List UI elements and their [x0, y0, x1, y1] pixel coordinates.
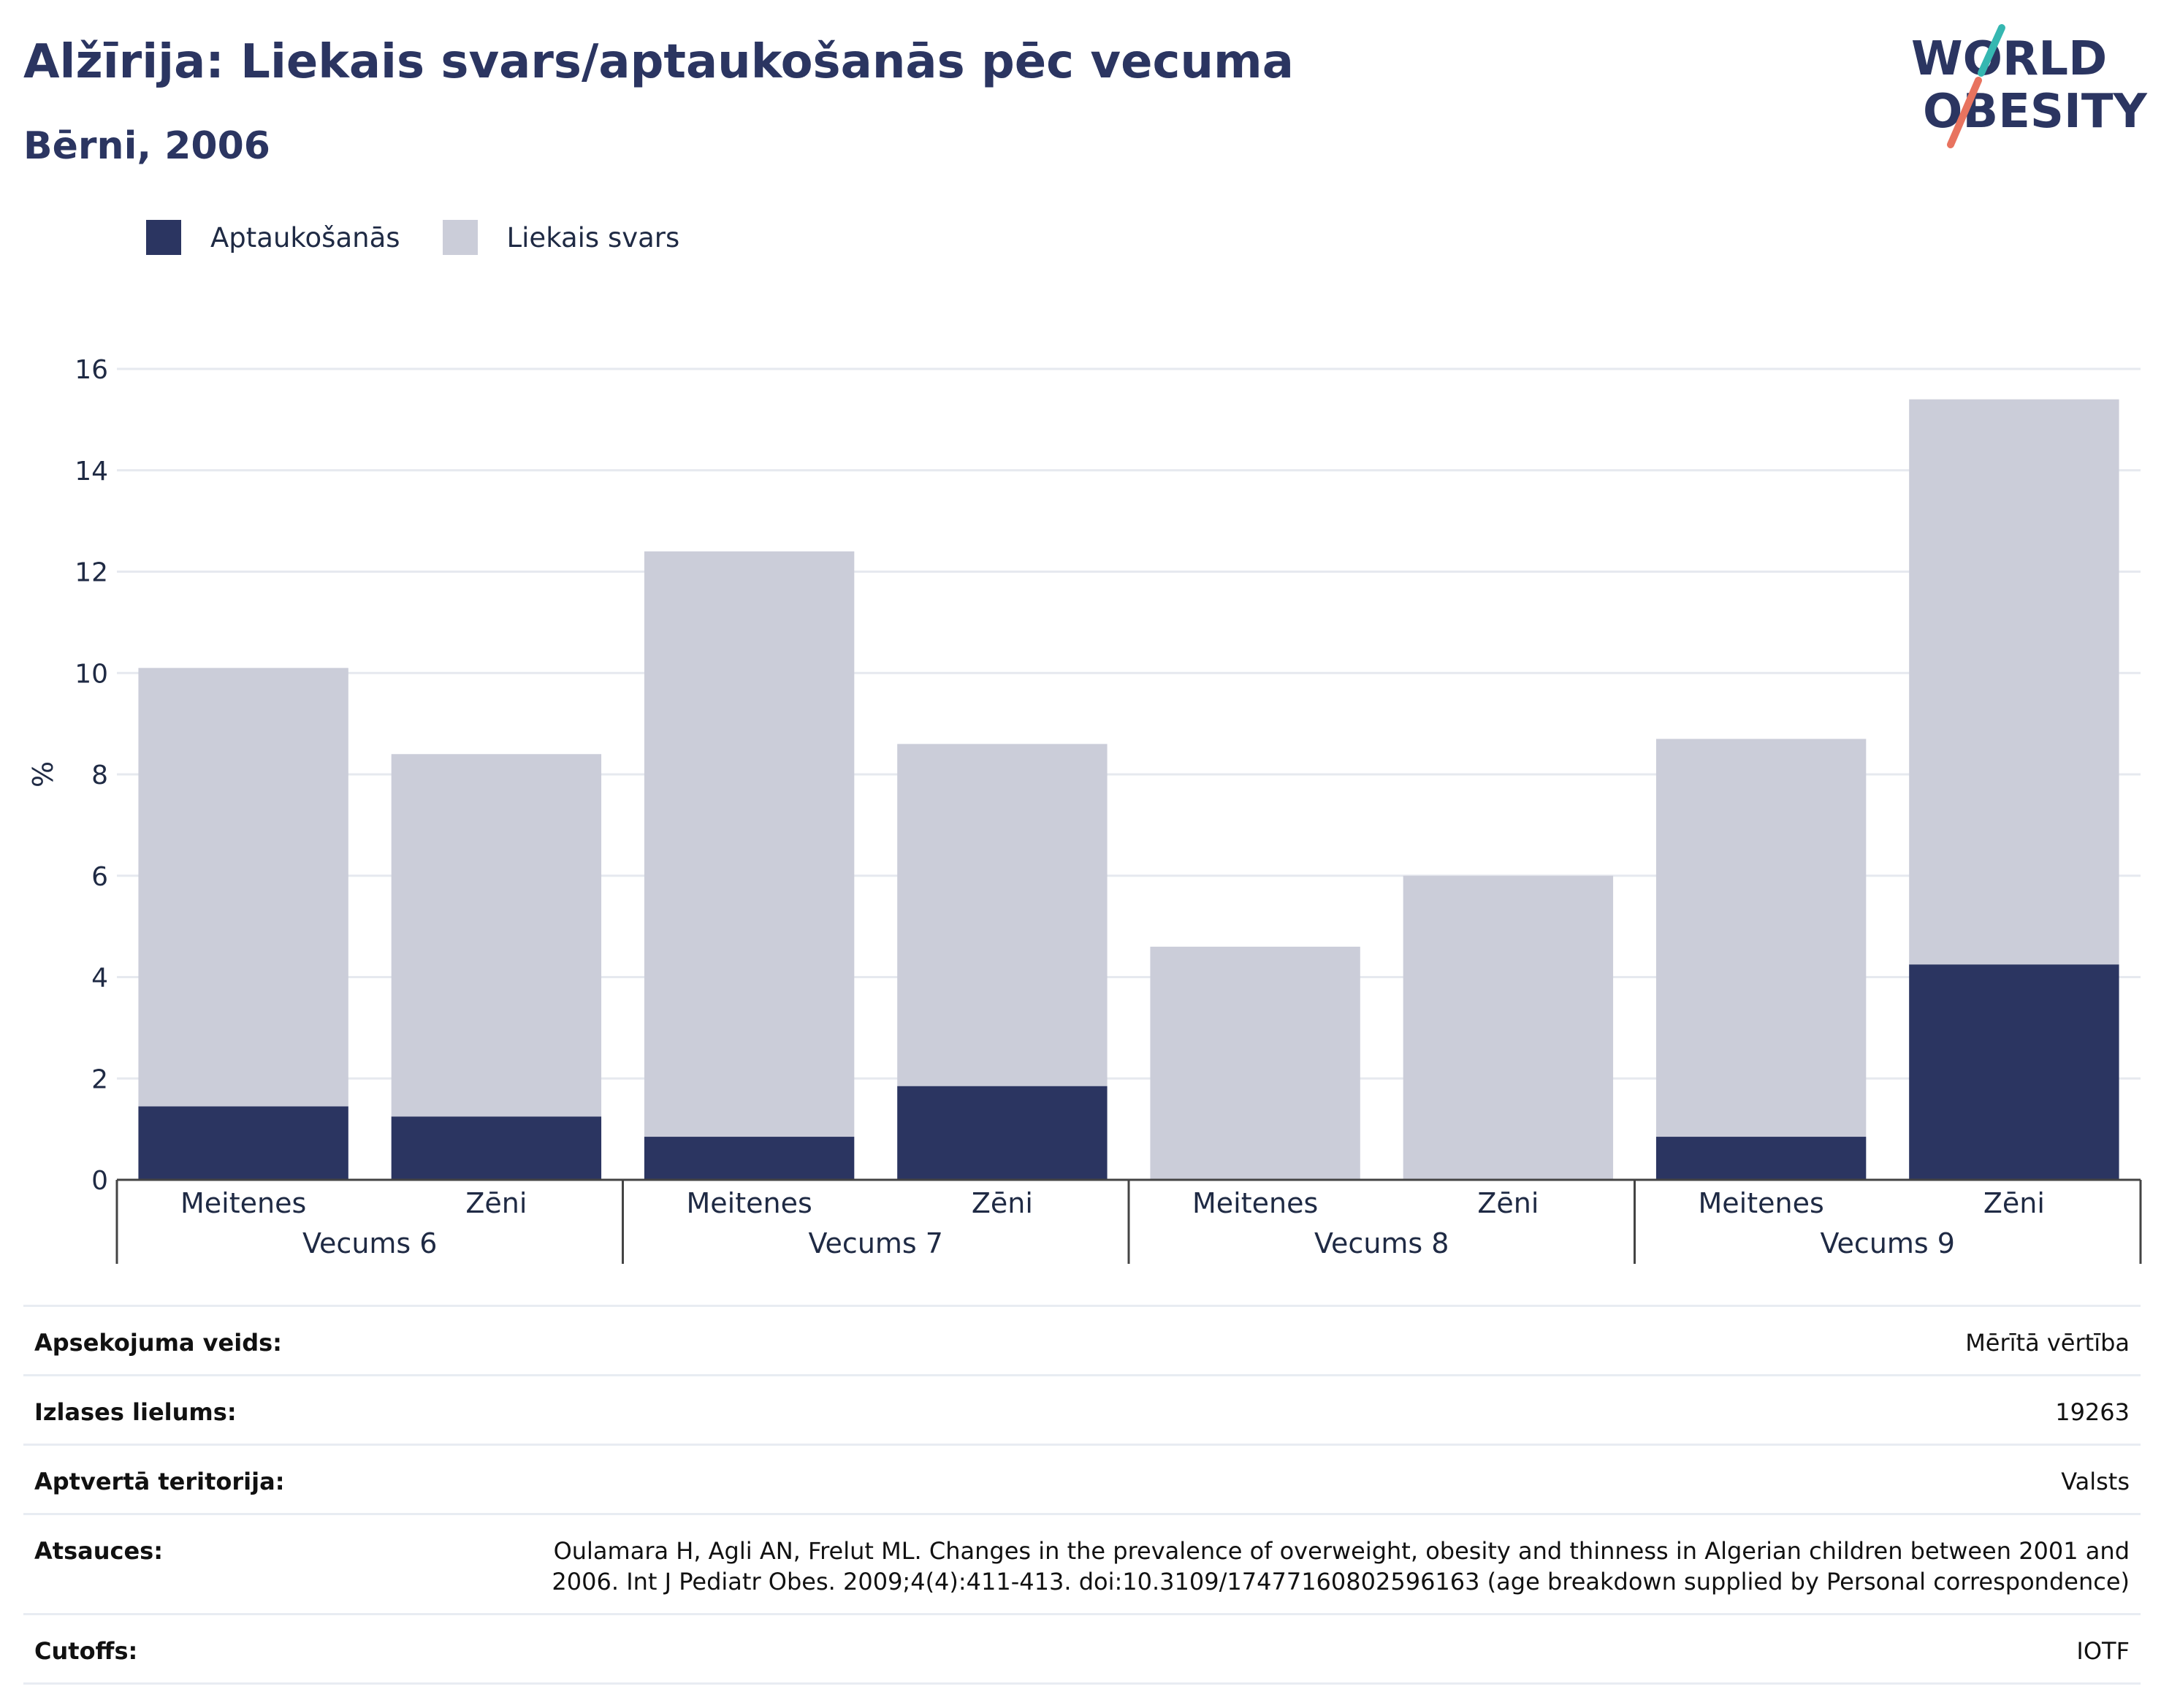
x-tick-label: Zēni: [1983, 1187, 2045, 1219]
info-label-sample-size: Izlases lielums:: [34, 1398, 237, 1426]
x-tick-label: Meitenes: [686, 1187, 812, 1219]
info-value-sample-size: 19263: [2055, 1398, 2130, 1426]
info-row-references: Atsauces: Oulamara H, Agli AN, Frelut ML…: [23, 1513, 2141, 1613]
chart-title: Alžīrija: Liekais svars/aptaukošanās pēc…: [23, 35, 1294, 89]
bar-segment: [391, 754, 602, 1117]
y-tick-label: 12: [75, 558, 108, 588]
bar-segment: [1655, 739, 1867, 1137]
y-tick-label: 2: [91, 1064, 108, 1094]
x-tick-label: Meitenes: [180, 1187, 306, 1219]
bar-segment: [1150, 946, 1360, 1180]
bar-segment: [1655, 1137, 1867, 1180]
bar-segment: [1403, 875, 1614, 1180]
info-value-cutoffs: IOTF: [2076, 1637, 2130, 1665]
x-tick-label: Meitenes: [1192, 1187, 1318, 1219]
legend-item-overweight[interactable]: Liekais svars: [442, 220, 680, 255]
info-label-survey-type: Apsekojuma veids:: [34, 1329, 282, 1357]
info-row-sample-size: Izlases lielums: 19263: [23, 1374, 2141, 1444]
y-tick-label: 6: [91, 862, 108, 892]
info-label-references: Atsauces:: [34, 1537, 163, 1565]
group-label: Vecums 6: [302, 1227, 437, 1259]
y-tick-label: 14: [75, 457, 108, 487]
info-label-cutoffs: Cutoffs:: [34, 1637, 138, 1665]
x-tick-label: Zēni: [1477, 1187, 1539, 1219]
y-tick-label: 16: [75, 355, 108, 385]
chart-subtitle: Bērni, 2006: [23, 124, 270, 168]
legend-label-overweight: Liekais svars: [506, 221, 680, 253]
logo-text-world: WORLD: [1911, 32, 2107, 86]
group-label: Vecums 8: [1314, 1227, 1449, 1259]
bar-segment: [644, 551, 855, 1137]
x-tick-label: Meitenes: [1698, 1187, 1823, 1219]
info-value-references: Oulamara H, Agli AN, Frelut ML. Changes …: [552, 1537, 2130, 1595]
bar-segment: [897, 1086, 1108, 1180]
group-label: Vecums 9: [1821, 1227, 1955, 1259]
legend-item-obesity[interactable]: Aptaukošanās: [146, 220, 400, 255]
info-row-survey-type: Apsekojuma veids: Mērītā vērtība: [23, 1305, 2141, 1374]
bar-segment: [897, 744, 1108, 1086]
bar-segment: [1909, 964, 2119, 1180]
survey-info-table: Apsekojuma veids: Mērītā vērtība Izlases…: [23, 1305, 2141, 1685]
info-label-coverage: Aptvertā teritorija:: [34, 1468, 285, 1495]
y-axis-label: %: [27, 761, 59, 788]
bar-segment: [391, 1116, 602, 1180]
logo-slash-coral: [1947, 77, 1982, 148]
bar-segment: [138, 668, 348, 1107]
y-tick-label: 0: [91, 1166, 108, 1196]
info-row-cutoffs: Cutoffs: IOTF: [23, 1613, 2141, 1685]
info-value-survey-type: Mērītā vērtība: [1965, 1329, 2130, 1357]
legend-label-obesity: Aptaukošanās: [210, 221, 400, 253]
x-tick-label: Zēni: [972, 1187, 1033, 1219]
info-row-coverage: Aptvertā teritorija: Valsts: [23, 1444, 2141, 1513]
logo-slash-teal: [1978, 24, 2005, 77]
info-value-coverage: Valsts: [2061, 1468, 2130, 1495]
bar-segment: [138, 1106, 348, 1180]
bar-segment: [1909, 399, 2119, 965]
y-tick-label: 8: [91, 760, 108, 790]
y-tick-label: 10: [75, 659, 108, 689]
stacked-bar-chart: 0 2 4 6 8 10 12 14 16% Meitenes Zēni Meitenes Zēni Me…: [27, 355, 2142, 1264]
world-obesity-logo: WORLD OBESITY: [1911, 24, 2147, 148]
y-tick-label: 4: [91, 964, 108, 994]
bar-segment: [644, 1137, 855, 1180]
legend-swatch-overweight: [442, 220, 478, 255]
legend-swatch-obesity: [146, 220, 181, 255]
x-tick-label: Zēni: [465, 1187, 527, 1219]
group-label: Vecums 7: [809, 1227, 943, 1259]
chart-legend: Aptaukošanās Liekais svars: [146, 216, 722, 259]
